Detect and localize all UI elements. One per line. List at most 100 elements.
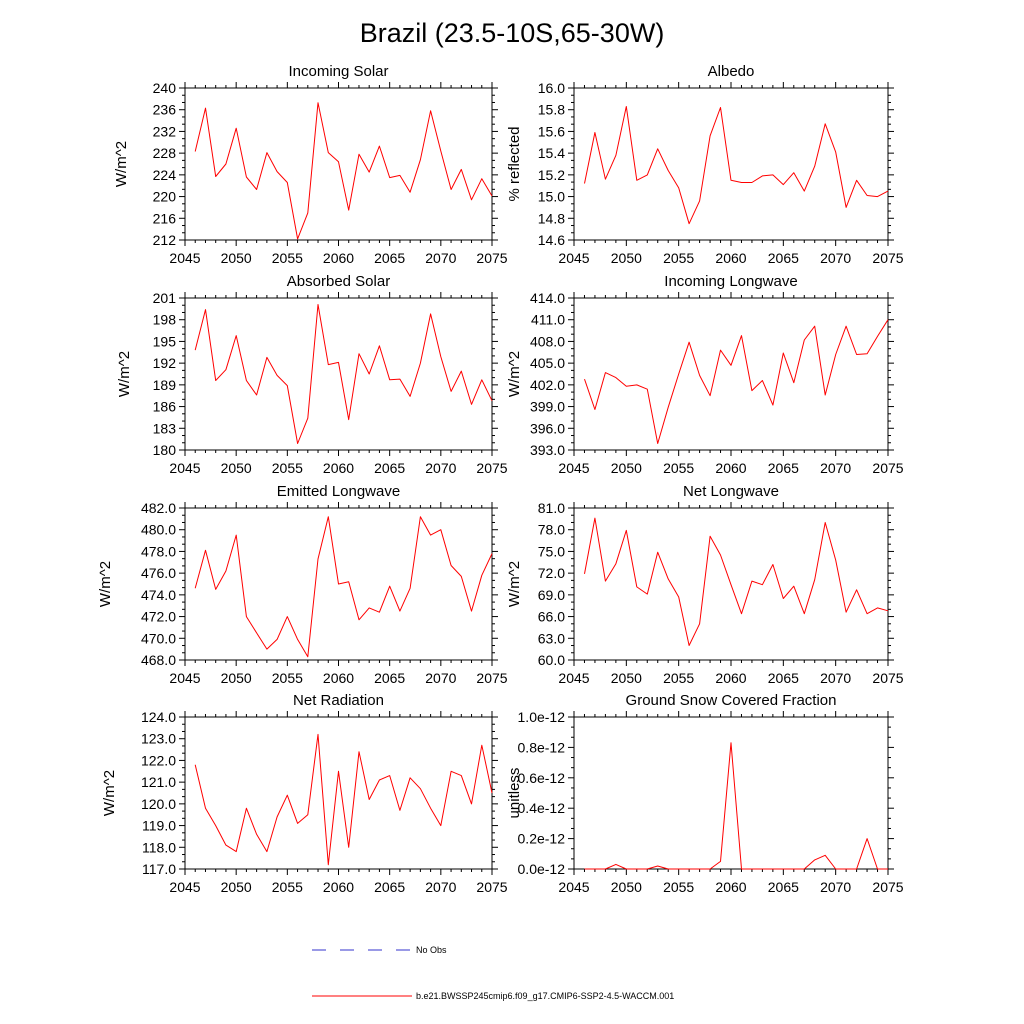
data-point: [430, 313, 431, 314]
data-point: [626, 530, 627, 531]
data-point: [657, 148, 658, 149]
x-tick-label: 2055: [663, 250, 694, 266]
data-point: [348, 847, 349, 848]
data-point: [256, 632, 257, 633]
y-tick-label: 408.0: [530, 333, 565, 349]
data-point: [328, 864, 329, 865]
data-point: [338, 583, 339, 584]
x-tick-label: 2045: [169, 250, 200, 266]
chart-ground-snow-covered-fraction: Ground Snow Covered Fraction 2045 2050 2055…: [506, 692, 904, 895]
data-point: [491, 400, 492, 401]
data-point: [287, 795, 288, 796]
x-tick-label: 2075: [872, 879, 903, 895]
y-tick-label: 0.8e-12: [518, 739, 566, 755]
data-point: [410, 777, 411, 778]
chart-net-longwave: Net Longwave 2045 2050 2055 2060 2065 2070 2075…: [506, 483, 904, 686]
y-tick-label: 228: [153, 145, 177, 161]
data-point: [338, 771, 339, 772]
y-tick-label: 476.0: [141, 565, 176, 581]
data-point: [793, 868, 794, 869]
data-point: [440, 529, 441, 530]
data-point: [710, 868, 711, 869]
y-tick-label: 472.0: [141, 609, 176, 625]
data-point: [451, 391, 452, 392]
y-tick-label: 405.0: [530, 355, 565, 371]
y-tick-label: 75.0: [538, 543, 565, 559]
data-point: [451, 771, 452, 772]
data-point: [751, 581, 752, 582]
data-point: [399, 611, 400, 612]
data-point: [491, 195, 492, 196]
data-point: [793, 172, 794, 173]
y-tick-label: 117.0: [142, 861, 176, 877]
data-point: [762, 584, 763, 585]
y-tick-label: 15.6: [538, 123, 565, 139]
data-point: [236, 851, 237, 852]
y-tick-label: 240: [153, 80, 177, 96]
panel-title: Emitted Longwave: [277, 483, 400, 500]
data-point: [369, 172, 370, 173]
data-point: [835, 152, 836, 153]
panel-title: Absorbed Solar: [287, 273, 390, 290]
plot-frame: [573, 297, 889, 451]
data-point: [369, 607, 370, 608]
data-point: [804, 191, 805, 192]
data-point: [689, 645, 690, 646]
data-point: [835, 868, 836, 869]
series-line: [194, 102, 493, 240]
y-tick-label: 232: [153, 123, 177, 139]
series-line: [584, 742, 888, 870]
data-point: [657, 552, 658, 553]
data-point: [379, 779, 380, 780]
x-tick-label: 2050: [611, 670, 642, 686]
data-point: [328, 516, 329, 517]
data-point: [835, 560, 836, 561]
page-title: Brazil (23.5-10S,65-30W): [360, 18, 665, 48]
x-tick-label: 2065: [374, 250, 405, 266]
data-point: [720, 350, 721, 351]
y-tick-label: 212: [153, 232, 177, 248]
data-point: [804, 868, 805, 869]
data-point: [647, 594, 648, 595]
data-point: [461, 775, 462, 776]
y-tick-label: 478.0: [141, 543, 176, 559]
chart-incoming-longwave: Incoming Longwave 2045 2050 2055 2060 2065 207…: [506, 273, 904, 476]
data-point: [389, 775, 390, 776]
x-tick-label: 2045: [558, 460, 589, 476]
x-tick-label: 2050: [611, 879, 642, 895]
data-point: [297, 639, 298, 640]
data-point: [205, 808, 206, 809]
chart-net-radiation: Net Radiation 2045 2050 2055 2060 2065 2070 207…: [101, 692, 508, 895]
data-point: [307, 418, 308, 419]
y-axis-label: W/m^2: [101, 770, 118, 816]
data-point: [236, 535, 237, 536]
data-point: [287, 616, 288, 617]
x-tick-label: 2045: [558, 879, 589, 895]
data-point: [317, 304, 318, 305]
x-tick-label: 2070: [425, 879, 456, 895]
data-point: [328, 364, 329, 365]
data-point: [594, 132, 595, 133]
data-point: [358, 619, 359, 620]
data-point: [720, 861, 721, 862]
x-tick-label: 2055: [272, 879, 303, 895]
data-point: [814, 166, 815, 167]
data-point: [236, 335, 237, 336]
y-tick-label: 201: [153, 290, 177, 306]
x-tick-label: 2075: [476, 879, 507, 895]
y-tick-label: 16.0: [538, 80, 565, 96]
series-line: [194, 733, 493, 866]
y-tick-label: 78.0: [538, 522, 565, 538]
data-point: [317, 734, 318, 735]
data-point: [856, 868, 857, 869]
data-point: [867, 613, 868, 614]
x-tick-label: 2065: [374, 670, 405, 686]
data-point: [636, 180, 637, 181]
data-point: [471, 803, 472, 804]
y-tick-label: 0.0e-12: [518, 861, 566, 877]
x-tick-label: 2050: [611, 460, 642, 476]
x-tick-label: 2070: [820, 670, 851, 686]
data-point: [594, 409, 595, 410]
data-point: [741, 335, 742, 336]
data-point: [887, 610, 888, 611]
